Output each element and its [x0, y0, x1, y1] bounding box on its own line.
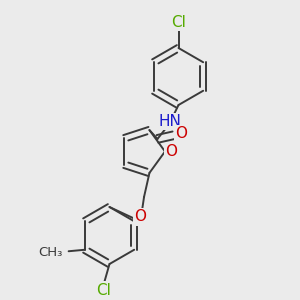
- Text: O: O: [175, 126, 187, 141]
- Text: Cl: Cl: [96, 283, 111, 298]
- Text: Cl: Cl: [171, 15, 186, 30]
- Text: O: O: [165, 144, 177, 159]
- Text: HN: HN: [159, 114, 182, 129]
- Text: CH₃: CH₃: [38, 246, 63, 259]
- Text: O: O: [134, 209, 146, 224]
